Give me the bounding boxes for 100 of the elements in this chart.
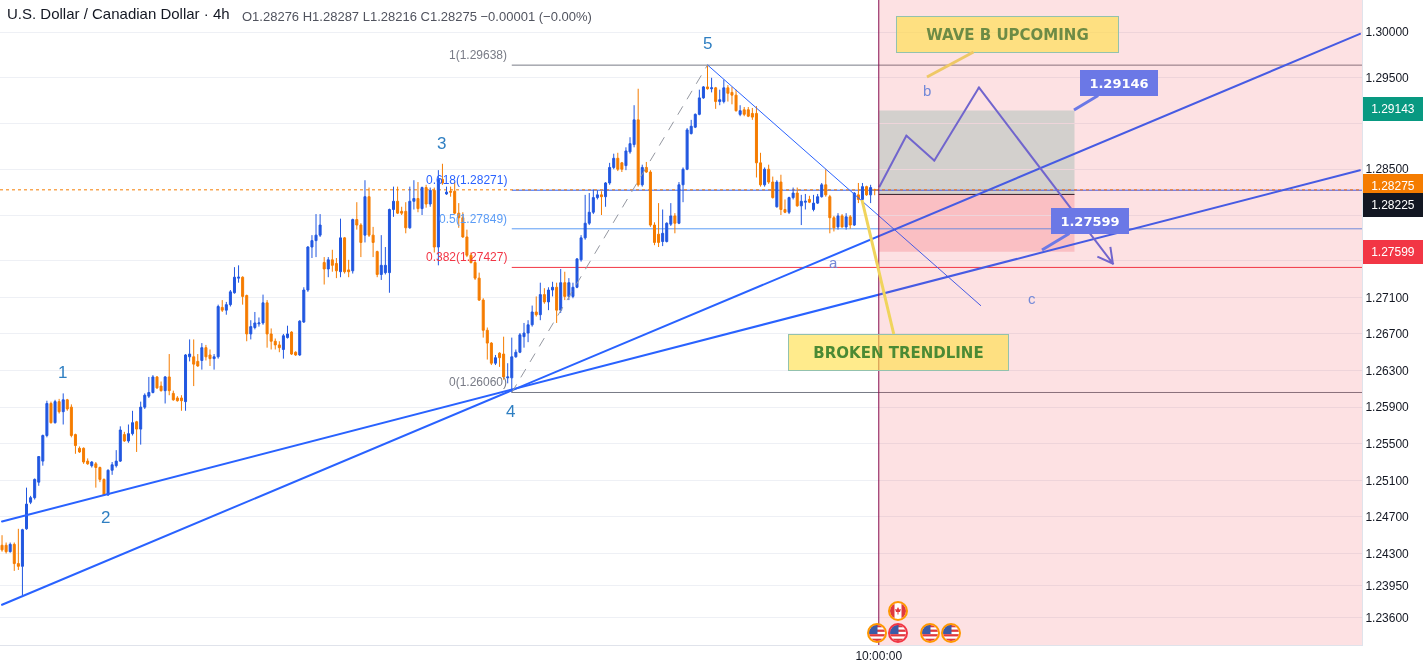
candlestick xyxy=(445,186,449,196)
candlestick xyxy=(314,213,318,258)
candlestick xyxy=(738,104,742,117)
candlestick xyxy=(563,271,567,301)
candlestick xyxy=(763,166,767,188)
candlestick xyxy=(746,106,750,118)
y-tick-label: 1.26300 xyxy=(1365,363,1410,378)
candlestick xyxy=(322,256,326,286)
candlestick xyxy=(326,256,330,278)
candlestick xyxy=(828,194,832,234)
annotation: 3 xyxy=(437,134,447,153)
candlestick xyxy=(775,179,779,209)
candlestick xyxy=(673,212,677,234)
candlestick xyxy=(53,399,57,425)
y-tick-label: 1.29500 xyxy=(1365,70,1410,85)
ref-line-label: 0(1.26060) xyxy=(449,375,508,389)
annotation: 4 xyxy=(506,402,516,421)
candlestick xyxy=(379,234,383,281)
candlestick xyxy=(807,195,811,204)
candlestick xyxy=(363,179,367,243)
candlestick xyxy=(722,79,726,104)
candlestick xyxy=(220,299,224,313)
annotation: 1.29146 xyxy=(1089,75,1149,91)
candlestick xyxy=(534,295,538,318)
candlestick xyxy=(122,431,126,443)
annotation: 1 xyxy=(58,363,68,382)
candlestick xyxy=(657,202,661,248)
x-tick-label: 10:00:00 xyxy=(855,649,903,664)
text: 1.29143 xyxy=(1371,102,1415,116)
candlestick xyxy=(155,375,159,390)
candlestick xyxy=(167,353,171,396)
y-tick-label: 1.23950 xyxy=(1365,578,1410,593)
candlestick xyxy=(290,330,294,356)
ref-line-label: 1(1.29638) xyxy=(449,48,508,62)
candlestick xyxy=(404,201,408,234)
candlestick xyxy=(151,374,155,394)
candlestick xyxy=(20,528,24,597)
candlestick xyxy=(726,84,730,103)
candlestick xyxy=(848,214,852,230)
y-tick-label: 1.30000 xyxy=(1365,25,1410,40)
candlestick xyxy=(343,236,347,275)
candlestick xyxy=(812,194,816,212)
candlestick xyxy=(265,299,269,349)
chart-title: U.S. Dollar / Canadian Dollar · 4h xyxy=(7,4,230,22)
candlestick xyxy=(714,86,718,110)
candlestick xyxy=(428,187,432,208)
candlestick xyxy=(710,77,714,93)
candlestick xyxy=(208,348,212,367)
y-tick-label: 1.27100 xyxy=(1365,290,1410,305)
candlestick xyxy=(555,282,559,324)
candlestick xyxy=(61,392,65,426)
candlestick xyxy=(25,487,29,531)
ref-line-label: 1.28275 xyxy=(1371,179,1415,193)
candlestick xyxy=(49,401,53,425)
y-tick-label: 1.25500 xyxy=(1365,436,1410,451)
candlestick xyxy=(779,174,783,216)
candlestick xyxy=(277,340,281,353)
candlestick xyxy=(339,218,342,278)
candlestick xyxy=(94,461,98,489)
candlestick xyxy=(8,542,12,554)
candlestick xyxy=(171,390,175,402)
candlestick xyxy=(200,342,204,371)
annotation: 5 xyxy=(703,34,713,53)
candlestick xyxy=(375,250,379,278)
candlestick xyxy=(16,528,20,571)
y-tick-label: 1.24300 xyxy=(1365,546,1410,561)
annotation: a xyxy=(829,254,838,271)
text: 1.27599 xyxy=(1371,245,1415,259)
text: O1.28276 H1.28287 L1.28216 C1.28275 −0.00001 (−0.00%) xyxy=(242,9,592,24)
candlestick xyxy=(522,322,526,349)
candlestick xyxy=(616,152,620,172)
candlestick xyxy=(493,354,497,366)
candlestick xyxy=(869,184,873,204)
candlestick xyxy=(90,460,94,469)
candlestick xyxy=(179,394,183,412)
y-tick-label: 1.26700 xyxy=(1365,327,1410,342)
y-tick-label: 1.28500 xyxy=(1365,162,1410,177)
candlestick xyxy=(420,186,424,216)
candlestick xyxy=(0,534,4,553)
annotation: BROKEN TRENDLINE xyxy=(813,343,984,362)
candlestick xyxy=(57,398,61,415)
annotation: 1.27599 xyxy=(1060,213,1120,229)
y-tick-label: 1.23600 xyxy=(1365,610,1410,625)
text: 1.28225 xyxy=(1371,198,1415,212)
candlestick xyxy=(559,268,563,314)
candlestick xyxy=(538,282,542,321)
candlestick xyxy=(261,294,265,326)
candlestick xyxy=(661,209,665,247)
candlestick xyxy=(636,88,640,188)
candlestick xyxy=(567,277,571,301)
candlestick xyxy=(799,194,803,226)
candlestick xyxy=(836,212,840,231)
candlestick xyxy=(546,286,550,311)
annotation: c xyxy=(1028,290,1036,307)
y-tick-label: 1.25100 xyxy=(1365,473,1410,488)
candlestick xyxy=(163,375,167,404)
candlestick xyxy=(351,218,355,275)
candlestick xyxy=(840,213,844,229)
candlestick xyxy=(742,106,746,117)
y-tick-label: 1.25900 xyxy=(1365,400,1410,415)
